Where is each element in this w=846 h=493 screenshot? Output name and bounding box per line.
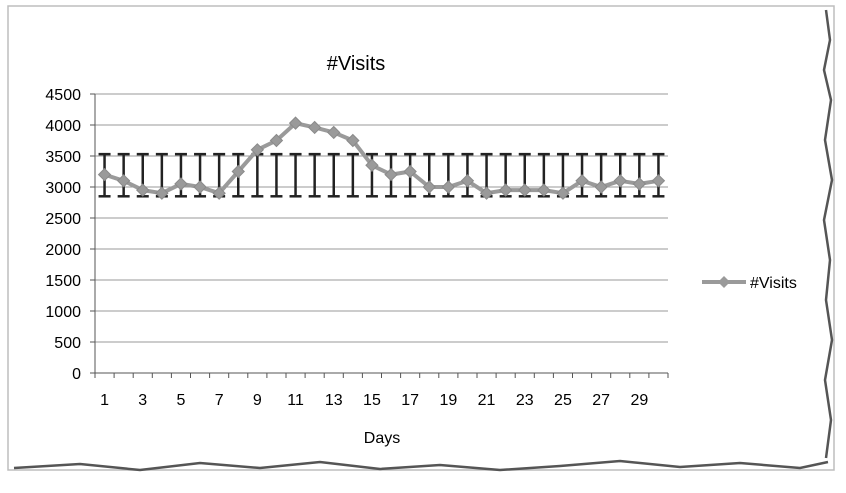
y-tick-label: 4000 [45, 118, 81, 135]
data-point [537, 183, 551, 197]
data-point [269, 133, 284, 148]
data-point [193, 180, 207, 194]
grid-layer [95, 93, 668, 343]
y-tick-label: 1500 [45, 273, 81, 290]
error-bar [327, 152, 340, 198]
data-point [632, 177, 647, 191]
x-tick-label: 13 [325, 392, 343, 409]
data-point [594, 180, 608, 194]
torn-edge-bottom [13, 459, 829, 472]
y-tick-label: 1000 [45, 304, 81, 321]
x-tick-label: 25 [554, 392, 572, 409]
x-tick-label: 17 [401, 392, 419, 409]
x-tick-label: 3 [138, 392, 147, 409]
x-tick-label: 23 [516, 392, 534, 409]
data-point [556, 186, 570, 200]
x-tick-label: 29 [630, 392, 648, 409]
y-tick-label: 3500 [45, 149, 81, 166]
data-point [231, 164, 245, 179]
data-point [212, 186, 226, 200]
chart-title: #Visits [327, 53, 386, 75]
data-point [327, 125, 341, 140]
torn-edge-right [822, 9, 834, 459]
data-point [97, 167, 112, 182]
x-tick-label: 5 [176, 392, 185, 409]
x-tick-label: 7 [215, 392, 224, 409]
data-point [384, 167, 398, 182]
data-point [174, 177, 188, 191]
x-tick-label: 1 [100, 392, 109, 409]
data-point [288, 116, 303, 130]
error-bar [308, 152, 321, 198]
x-tick-label: 19 [439, 392, 457, 409]
data-point [346, 133, 360, 148]
y-tick-label: 0 [72, 366, 81, 383]
y-tick-label: 2000 [45, 242, 81, 259]
series-layer [97, 116, 666, 200]
data-point [422, 180, 436, 194]
x-axis-label: Days [364, 430, 400, 447]
error-bar [346, 152, 359, 198]
x-tick-label: 15 [363, 392, 381, 409]
data-point [136, 183, 150, 197]
y-tick-label: 500 [54, 335, 81, 352]
x-tick-label: 27 [592, 392, 610, 409]
data-point [613, 174, 627, 188]
y-tick-label: 2500 [45, 211, 81, 228]
error-bar [270, 152, 283, 198]
x-tick-label: 11 [287, 392, 304, 409]
chart-frame [7, 5, 835, 471]
data-point [307, 120, 322, 135]
data-point [651, 174, 666, 188]
data-point [498, 183, 513, 197]
x-tick-label: 9 [253, 392, 262, 409]
data-point [460, 174, 475, 188]
data-point [479, 186, 494, 200]
x-tick-label: 21 [478, 392, 496, 409]
data-point [250, 143, 265, 157]
data-point [116, 174, 131, 188]
legend: #Visits [702, 275, 797, 292]
y-tick-label: 3000 [45, 180, 81, 197]
legend-swatch-marker [718, 276, 730, 288]
data-point [365, 158, 379, 173]
data-point [441, 180, 456, 194]
error-bar [289, 152, 302, 198]
y-tick-label: 4500 [45, 87, 81, 104]
data-point [403, 164, 417, 179]
data-point [518, 183, 532, 197]
legend-label: #Visits [750, 275, 797, 292]
data-point [155, 186, 169, 200]
data-point [575, 174, 589, 188]
